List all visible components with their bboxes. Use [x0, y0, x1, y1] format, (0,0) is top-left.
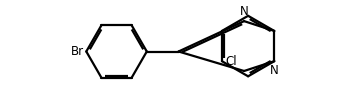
Text: Cl: Cl: [225, 55, 237, 68]
Text: N: N: [240, 5, 248, 18]
Text: N: N: [270, 64, 279, 77]
Text: Br: Br: [71, 45, 84, 58]
